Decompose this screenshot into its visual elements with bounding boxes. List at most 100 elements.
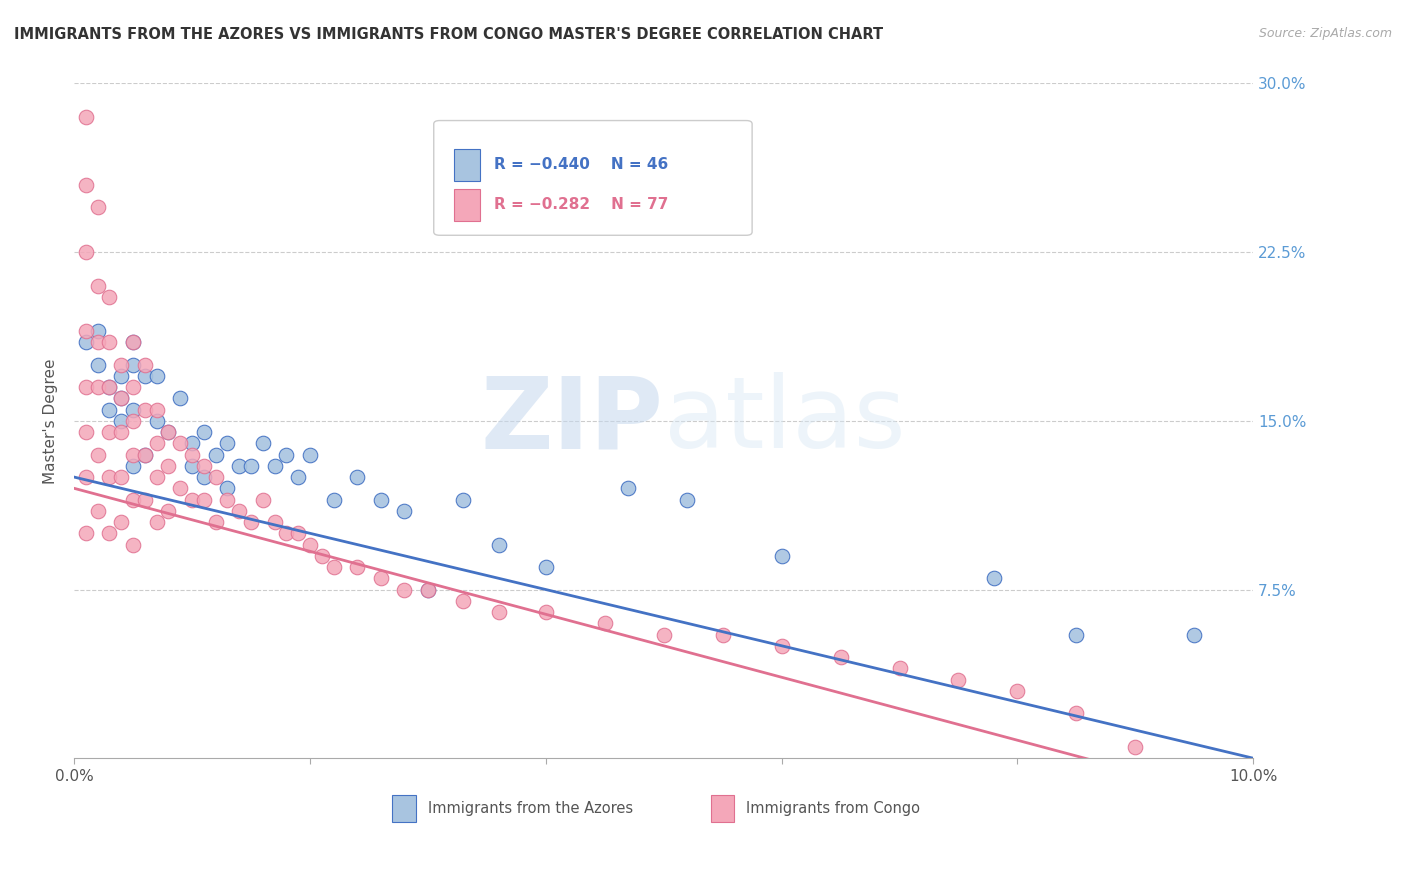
Text: R = −0.440    N = 46: R = −0.440 N = 46 — [494, 158, 668, 172]
Point — [311, 549, 333, 563]
Point — [98, 470, 121, 484]
Point — [228, 458, 250, 473]
Point — [394, 504, 416, 518]
Point — [134, 492, 156, 507]
Point — [1066, 706, 1088, 721]
Point — [169, 481, 191, 495]
Point — [770, 639, 793, 653]
Point — [181, 436, 204, 450]
Point — [1182, 627, 1205, 641]
Point — [948, 673, 970, 687]
Point — [110, 515, 132, 529]
Point — [889, 661, 911, 675]
Point — [75, 470, 97, 484]
Point — [145, 515, 167, 529]
Point — [181, 458, 204, 473]
Point — [145, 368, 167, 383]
Point — [181, 448, 204, 462]
Point — [145, 414, 167, 428]
Point — [122, 448, 145, 462]
Point — [276, 448, 298, 462]
Point — [86, 358, 108, 372]
Point — [370, 571, 392, 585]
Point — [217, 436, 239, 450]
Point — [193, 458, 215, 473]
Point — [122, 335, 145, 350]
Point — [1066, 627, 1088, 641]
Point — [181, 492, 204, 507]
Point — [252, 436, 274, 450]
Point — [228, 504, 250, 518]
Point — [676, 492, 699, 507]
Point — [122, 414, 145, 428]
Point — [86, 278, 108, 293]
Point — [394, 582, 416, 597]
Point — [86, 448, 108, 462]
Point — [75, 110, 97, 124]
Point — [134, 358, 156, 372]
Point — [110, 368, 132, 383]
Point — [86, 335, 108, 350]
Point — [75, 324, 97, 338]
Point — [416, 582, 439, 597]
Point — [711, 627, 734, 641]
Text: ZIP: ZIP — [481, 372, 664, 469]
Bar — [454, 149, 479, 181]
Point — [157, 425, 180, 439]
Point — [322, 560, 344, 574]
Point — [110, 392, 132, 406]
Point — [134, 448, 156, 462]
Point — [298, 537, 321, 551]
Point — [122, 492, 145, 507]
Point — [75, 526, 97, 541]
Point — [983, 571, 1005, 585]
Text: atlas: atlas — [664, 372, 905, 469]
Point — [122, 380, 145, 394]
Point — [193, 470, 215, 484]
Point — [217, 481, 239, 495]
Point — [830, 650, 852, 665]
Point — [204, 448, 226, 462]
Point — [98, 290, 121, 304]
Point — [75, 425, 97, 439]
Point — [370, 492, 392, 507]
Point — [75, 380, 97, 394]
Point — [193, 425, 215, 439]
Text: R = −0.282    N = 77: R = −0.282 N = 77 — [494, 197, 668, 212]
Point — [322, 492, 344, 507]
Point — [86, 324, 108, 338]
Point — [346, 470, 368, 484]
Text: Source: ZipAtlas.com: Source: ZipAtlas.com — [1258, 27, 1392, 40]
Bar — [454, 189, 479, 221]
Point — [110, 414, 132, 428]
Point — [451, 492, 474, 507]
Point — [134, 448, 156, 462]
Text: Immigrants from the Azores: Immigrants from the Azores — [427, 801, 633, 816]
Point — [534, 605, 557, 619]
Point — [122, 358, 145, 372]
Point — [204, 515, 226, 529]
Point — [110, 425, 132, 439]
Point — [110, 358, 132, 372]
Point — [298, 448, 321, 462]
Point — [204, 470, 226, 484]
Point — [416, 582, 439, 597]
Point — [98, 402, 121, 417]
Point — [169, 392, 191, 406]
Point — [110, 470, 132, 484]
Point — [770, 549, 793, 563]
Point — [86, 380, 108, 394]
Point — [86, 504, 108, 518]
Bar — [392, 796, 416, 822]
Point — [122, 335, 145, 350]
Point — [145, 402, 167, 417]
Point — [276, 526, 298, 541]
Point — [122, 537, 145, 551]
Point — [145, 470, 167, 484]
Point — [287, 526, 309, 541]
Point — [346, 560, 368, 574]
Point — [98, 526, 121, 541]
Text: IMMIGRANTS FROM THE AZORES VS IMMIGRANTS FROM CONGO MASTER'S DEGREE CORRELATION : IMMIGRANTS FROM THE AZORES VS IMMIGRANTS… — [14, 27, 883, 42]
Point — [593, 616, 616, 631]
Point — [1125, 739, 1147, 754]
